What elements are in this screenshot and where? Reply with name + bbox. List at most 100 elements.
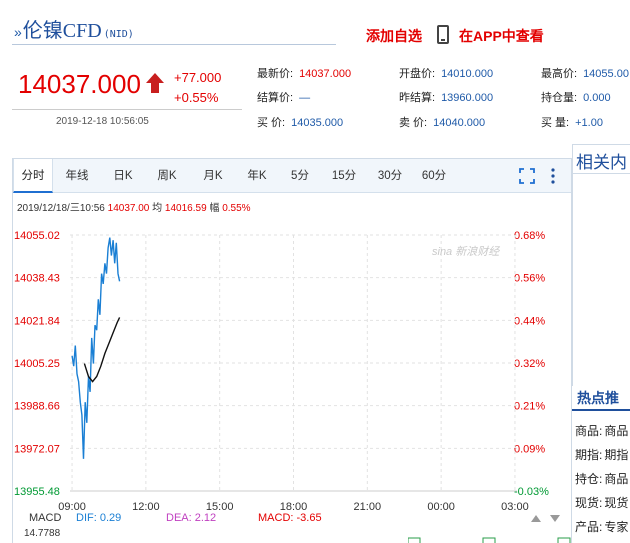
fullscreen-icon[interactable] — [519, 168, 535, 184]
x-tick-label: 15:00 — [206, 501, 234, 513]
quote-field: 最高价: 14055.00 — [541, 65, 629, 81]
hot-recommend-item[interactable]: 现货: 现货 — [575, 494, 628, 511]
hot-recommend-underline — [572, 409, 630, 411]
y-right-tick-label: 0.21% — [514, 401, 545, 413]
instrument-title: » 伦镍CFD (NID) — [14, 14, 134, 43]
macd-number: -3.65 — [296, 512, 322, 524]
hot-recommend-item[interactable]: 持仓: 商品 — [575, 470, 628, 487]
hot-item-value: 期指 — [604, 448, 629, 462]
tab-period[interactable]: 周K — [157, 170, 177, 182]
instrument-name: 伦镍CFD — [22, 20, 102, 42]
quote-field: 昨结算: 13960.000 — [399, 89, 493, 105]
quote-field: 买 量: +1.00 — [541, 114, 603, 130]
hot-recommend-item[interactable]: 期指: 期指 — [575, 446, 628, 463]
quote-field-value: 14037.000 — [299, 68, 352, 80]
dea-label: DEA: — [166, 512, 192, 524]
macd-value-label: MACD: — [258, 512, 294, 524]
hot-item-label: 现货: — [575, 496, 603, 510]
quote-field-value: 14010.000 — [441, 68, 494, 80]
info-avg-label: 均 — [152, 203, 163, 214]
info-amp-label: 幅 — [209, 203, 220, 214]
quote-field: 最新价: 14037.000 — [257, 65, 351, 81]
macd-label: MACD — [29, 512, 62, 524]
quote-field-value: 14055.00 — [583, 68, 629, 80]
hot-item-label: 产品: — [575, 520, 603, 534]
hot-recommend-item[interactable]: 商品: 商品 — [575, 422, 628, 439]
tab-period[interactable]: 60分 — [421, 170, 447, 182]
last-price: 14037.000 — [18, 69, 141, 99]
y-left-tick-label: 14005.25 — [14, 358, 60, 370]
info-avg: 14016.59 — [164, 203, 207, 214]
quote-field-label: 最新价: — [257, 68, 294, 80]
hot-recommend-title: 热点推 — [577, 390, 619, 406]
quote-field-value: 13960.000 — [441, 92, 494, 104]
average-series-line — [83, 317, 121, 383]
quote-field-label: 最高价: — [541, 68, 578, 80]
y-left-tick-label: 14038.43 — [14, 273, 60, 285]
tab-period[interactable]: 分时 — [13, 159, 53, 193]
tab-period[interactable]: 5分 — [291, 170, 309, 182]
y-right-tick-label: 0.68% — [514, 230, 545, 242]
y-left-tick-label: 14055.02 — [14, 230, 60, 242]
macd-axis-value: 14.7788 — [24, 528, 61, 539]
related-content-header: 相关内 — [572, 144, 630, 174]
quote-field-label: 卖 价: — [399, 117, 428, 129]
hot-recommend-item[interactable]: 产品: 专家 — [575, 518, 628, 535]
quote-field-label: 买 量: — [541, 117, 570, 129]
quote-time: 2019-12-18 10:56:05 — [56, 116, 149, 127]
quote-field-label: 买 价: — [257, 117, 286, 129]
macd-collapse-icon[interactable] — [531, 515, 541, 522]
x-tick-label: 12:00 — [132, 501, 160, 513]
macd-dea: DEA: 2.12 — [166, 512, 216, 524]
tab-period[interactable]: 30分 — [377, 170, 403, 182]
x-tick-label: 00:00 — [427, 501, 455, 513]
double-chevron-icon: » — [14, 24, 22, 40]
mobile-phone-icon[interactable] — [437, 25, 449, 44]
y-left-tick-label: 13955.48 — [14, 486, 60, 498]
title-underline — [12, 44, 336, 45]
more-options-icon[interactable] — [549, 166, 557, 186]
quote-field-value: 14035.000 — [291, 117, 344, 129]
change-value: +77.000 — [174, 70, 222, 85]
hot-item-value: 现货 — [604, 496, 629, 510]
tab-period[interactable]: 日K — [113, 170, 133, 182]
quote-field: 开盘价: 14010.000 — [399, 65, 493, 81]
open-in-app-link[interactable]: 在APP中查看 — [459, 28, 544, 44]
hot-item-label: 期指: — [575, 448, 603, 462]
tab-period[interactable]: 年K — [247, 170, 267, 182]
crosshair-info: 2019/12/18/三10:56 14037.00 均 14016.59 幅 … — [17, 199, 251, 214]
quote-field-value: — — [299, 92, 311, 104]
tab-period[interactable]: 15分 — [331, 170, 357, 182]
x-tick-label: 03:00 — [501, 501, 529, 513]
hot-item-value: 商品 — [604, 472, 629, 486]
x-tick-label: 09:00 — [58, 501, 86, 513]
y-left-tick-label: 13972.07 — [14, 443, 60, 455]
y-right-tick-label: 0.44% — [514, 315, 545, 327]
macd-value: MACD: -3.65 — [258, 512, 322, 524]
quote-field-value: +1.00 — [575, 117, 603, 129]
quote-field: 持仓量: 0.000 — [541, 89, 611, 105]
quote-field: 买 价: 14035.000 — [257, 114, 343, 130]
quote-field-label: 开盘价: — [399, 68, 436, 80]
macd-dif: DIF: 0.29 — [76, 512, 121, 524]
dif-value: 0.29 — [99, 512, 122, 524]
quote-field: 结算价: — — [257, 89, 310, 105]
page-header: » 伦镍CFD (NID) 添加自选 在APP中查看 — [0, 0, 630, 56]
add-to-watchlist-link[interactable]: 添加自选 — [366, 28, 422, 44]
hot-item-label: 商品: — [575, 424, 603, 438]
tab-period[interactable]: 年线 — [65, 170, 89, 182]
quote-field-value: 14040.000 — [433, 117, 486, 129]
period-tabs: 分时 年线 日K 周K 月K 年K 5分 15分 30分 60分 — [13, 159, 571, 193]
quote-field: 卖 价: 14040.000 — [399, 114, 485, 130]
tab-period[interactable]: 月K — [203, 170, 223, 182]
y-left-tick-label: 14021.84 — [14, 315, 60, 327]
related-content-title: 相关内 — [576, 153, 627, 172]
macd-expand-icon[interactable] — [550, 515, 560, 522]
info-datetime: 2019/12/18/三10:56 — [17, 203, 105, 214]
sina-watermark: sina 新浪财经 — [432, 246, 500, 258]
x-tick-label: 18:00 — [280, 501, 308, 513]
instrument-code: (NID) — [103, 29, 134, 40]
y-right-tick-label: 0.32% — [514, 358, 545, 370]
price-change: +77.000 +0.55% — [174, 68, 221, 108]
